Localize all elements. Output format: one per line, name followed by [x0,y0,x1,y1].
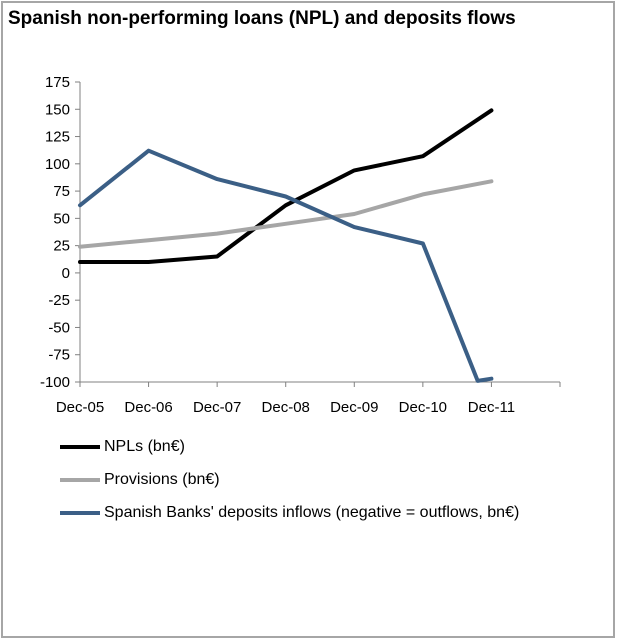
series-line-2 [78,179,494,249]
legend-item-1: NPLs (bn€) [60,430,519,463]
x-tick-label: Dec-07 [193,399,241,416]
x-tick-label: Dec-10 [399,399,447,416]
y-tick-label: -100 [40,374,70,391]
legend-item-3: Spanish Banks' deposits inflows (negativ… [60,496,519,529]
y-tick-label: -25 [48,292,70,309]
y-tick-label: 100 [45,156,70,173]
legend-swatch [60,444,100,449]
legend-swatch [60,477,100,482]
x-tick-label: Dec-09 [330,399,378,416]
x-tick-label: Dec-06 [124,399,172,416]
y-tick-label: 175 [45,74,70,91]
legend: NPLs (bn€) Provisions (bn€) Spanish Banks'… [60,430,519,529]
legend-label: NPLs (bn€) [104,437,185,455]
x-tick-label: Dec-08 [262,399,310,416]
legend-label: Provisions (bn€) [104,470,220,488]
legend-item-2: Provisions (bn€) [60,463,519,496]
y-tick-label: -75 [48,347,70,364]
y-tick-label: 50 [53,210,70,227]
axes: 175 150 125 100 75 50 25 0 -25 -50 -75 -100 Dec-05 De… [40,74,561,416]
y-tick-label: 75 [53,183,70,200]
legend-label: Spanish Banks' deposits inflows (negativ… [104,503,520,521]
y-tick-label: 0 [62,265,70,282]
y-tick-label: 125 [45,129,70,146]
x-tick-label: Dec-11 [468,399,515,416]
y-tick-label: 25 [53,238,70,255]
legend-swatch [60,510,100,515]
series-layer [78,108,494,383]
x-tick-label: Dec-05 [56,399,104,416]
y-tick-label: -50 [48,319,70,336]
series-line-3 [78,148,494,383]
y-tick-label: 150 [45,101,70,118]
series-line-1 [78,108,494,264]
chart-title: Spanish non-performing loans (NPL) and d… [8,8,516,29]
